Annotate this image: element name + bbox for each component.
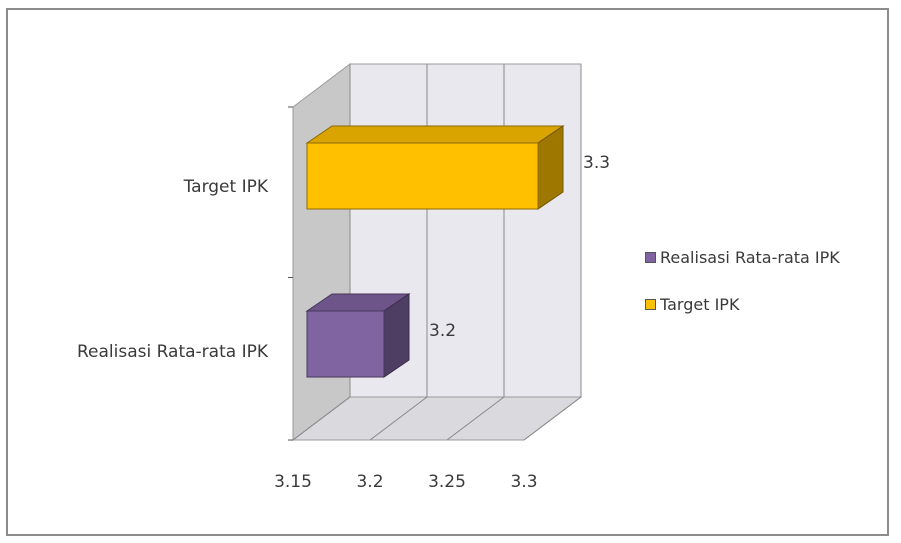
category-label: Realisasi Rata-rata IPK xyxy=(77,342,269,362)
floor-gridline xyxy=(523,396,582,441)
category-labels: Realisasi Rata-rata IPK Target IPK xyxy=(77,177,269,362)
category-label: Target IPK xyxy=(183,177,269,197)
legend-label-realisasi: Realisasi Rata-rata IPK xyxy=(660,247,840,267)
legend-swatch-target xyxy=(645,298,656,310)
bar-top-1 xyxy=(305,125,565,144)
x-tick-label: 3.2 xyxy=(356,472,383,492)
data-labels: 3.2 3.3 xyxy=(429,153,610,341)
floor-gridline xyxy=(446,396,505,441)
x-tick-label: 3.25 xyxy=(428,472,466,492)
bar-1 xyxy=(306,142,539,210)
legend-item-target: Target IPK xyxy=(645,292,840,316)
legend-swatch-realisasi xyxy=(645,251,656,263)
x-tick-label: 3.15 xyxy=(274,472,312,492)
legend-item-realisasi: Realisasi Rata-rata IPK xyxy=(645,245,840,269)
x-axis-ticks: 3.15 3.2 3.25 3.3 xyxy=(274,472,537,492)
x-tick-label: 3.3 xyxy=(510,472,537,492)
chart-walls xyxy=(291,62,583,442)
bars xyxy=(305,125,565,378)
data-label: 3.3 xyxy=(583,153,610,173)
side-wall xyxy=(292,62,351,442)
bar-0 xyxy=(306,310,385,378)
legend-label-target: Target IPK xyxy=(660,294,740,314)
floor-gridline xyxy=(369,396,428,441)
data-label: 3.2 xyxy=(429,321,456,341)
floor-gridline xyxy=(292,396,351,441)
legend: Realisasi Rata-rata IPK Target IPK xyxy=(645,245,840,339)
